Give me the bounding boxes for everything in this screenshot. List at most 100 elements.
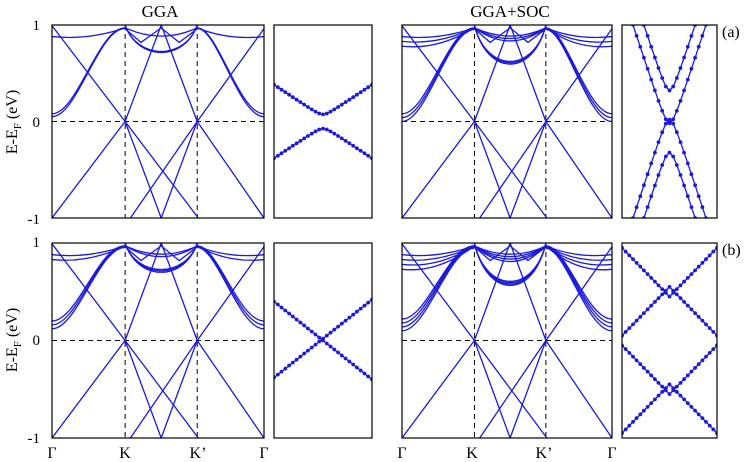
zoom-band-lower-mid-dot <box>689 369 694 374</box>
band-curve-zigzag <box>124 27 198 44</box>
zoom-band-upper <box>274 84 372 116</box>
zoom-band-upper-dot <box>290 95 295 100</box>
band-line <box>402 243 548 438</box>
zoom-band-2-dot <box>708 12 712 16</box>
zoom-band-top-dot <box>685 276 690 280</box>
p-a-soc-zoom-frame <box>621 24 718 219</box>
p-a-gga-frame <box>51 24 265 219</box>
zoom-band-crossing-1-dot <box>355 365 359 370</box>
ytick-a-top: 1 <box>33 18 41 34</box>
zoom-band-lower-dot <box>355 146 359 151</box>
zoom-bands <box>624 12 712 275</box>
zoom-band-3-dot <box>642 183 646 188</box>
zoom-band-top-dot <box>704 257 708 261</box>
zoom-band-crossing-2-dot <box>347 315 352 320</box>
zoom-band-top-dot <box>660 287 665 291</box>
zoom-band-crossing-1-dot <box>339 353 344 358</box>
zoom-band-upper-mid-dot <box>685 303 690 308</box>
zoom-band-bottom-dot <box>623 427 628 432</box>
zoom-band-upper-dot <box>347 97 352 102</box>
band-line <box>473 25 547 122</box>
band-curve-zigzag <box>474 27 547 44</box>
zoom-band-4-dot <box>704 249 708 253</box>
zoom-band-upper-dot <box>306 105 310 109</box>
zoom-band-bottom-dot <box>663 386 668 390</box>
ylabel-main: E-E <box>4 129 21 154</box>
zoom-band-upper-dot <box>351 95 356 100</box>
zoom-band-lower-mid <box>622 344 717 396</box>
zoom-band-upper-mid-dot <box>704 322 708 327</box>
zoom-band-4-dot <box>649 194 654 199</box>
zoom-band-bottom-dot <box>638 412 643 417</box>
zoom-band-crossing-1-dot <box>283 308 288 313</box>
zoom-band-1-dot <box>697 12 701 16</box>
zoom-band-crossing-2-dot <box>313 342 318 347</box>
zoom-band-bottom-dot <box>711 427 716 432</box>
ytick-b-top: 1 <box>33 235 41 251</box>
zoom-band-lower-dot <box>324 127 329 132</box>
band-line <box>473 243 547 341</box>
zoom-band-upper-mid-dot <box>667 285 672 289</box>
panel-b-gga-zoom <box>273 242 373 439</box>
panel-b-gga-soc <box>401 242 613 439</box>
panel-a-gga-soc <box>401 24 613 219</box>
zoom-band-upper-dot <box>283 90 288 95</box>
panel-a-gga <box>51 24 265 219</box>
band-curve <box>52 245 126 322</box>
zoom-band-crossing-2-dot <box>321 336 325 341</box>
zoom-band-1-dot <box>689 34 694 38</box>
zoom-band-top-dot <box>638 264 643 269</box>
band-lines <box>402 243 612 438</box>
band-line <box>52 243 199 438</box>
zoom-band-3-dot <box>656 140 661 145</box>
zoom-band-upper-mid-dot <box>707 326 712 330</box>
zoom-band-4-dot <box>624 271 628 275</box>
zoom-band-top-dot <box>667 294 672 299</box>
zoom-band-crossing-1-dot <box>313 332 318 337</box>
zoom-band-2-dot <box>649 77 654 82</box>
zoom-band-lower-mid-dot <box>685 373 690 378</box>
zoom-band-upper-mid-dot <box>660 292 665 297</box>
zoom-band-upper-mid-dot <box>645 307 650 312</box>
band-curve <box>473 25 547 62</box>
zoom-band-lower-mid-dot <box>682 377 686 381</box>
svg-text:E-EF (eV): E-EF (eV) <box>4 308 24 372</box>
zoom-band-upper-mid-dot <box>689 307 694 312</box>
zoom-band-crossing-1-dot <box>298 320 303 325</box>
xtick-kprime: K’ <box>190 445 207 462</box>
band-curve-flat <box>402 27 612 43</box>
zoom-band-3-dot <box>685 161 690 166</box>
zoom-band-4-dot <box>689 205 694 210</box>
zoom-band-3-dot <box>671 121 676 126</box>
zoom-band-1-dot <box>678 66 683 70</box>
zoom-band-lower-mid-dot <box>642 366 646 370</box>
p-b-gga-frame <box>51 242 265 439</box>
band-curve <box>197 246 264 330</box>
zoom-band-crossing-1-dot <box>351 362 356 367</box>
band-line <box>124 243 198 341</box>
zoom-band-crossing-2-dot <box>290 360 295 365</box>
zoom-band-lower-dot <box>347 141 352 146</box>
panel-label-b: (b) <box>722 242 741 259</box>
zoom-band-top-dot <box>623 249 628 254</box>
zoom-band-lower-dot <box>332 131 337 136</box>
zoom-band-crossing-1-dot <box>366 374 371 379</box>
zoom-band-upper-mid-dot <box>663 288 668 293</box>
zoom-band-lower-mid-dot <box>660 384 665 389</box>
zoom-band-lower-dot <box>306 134 310 138</box>
zoom-band-crossing-2-dot <box>294 357 299 362</box>
zoom-band-lower-mid-dot <box>674 384 679 389</box>
p-a-gga-zoom-frame <box>273 24 373 219</box>
zoom-band-2-dot <box>671 117 676 122</box>
zoom-band-1-dot <box>645 34 650 38</box>
band-curve <box>197 27 264 118</box>
zoom-band-crossing-1-dot <box>294 317 299 322</box>
xtick-gamma-1: Γ <box>47 445 56 462</box>
zoom-band-lower-dot <box>321 126 325 131</box>
zoom-band-3-dot <box>649 161 654 166</box>
zoom-band-top-dot <box>653 279 657 284</box>
zoom-band-4-dot <box>674 163 679 167</box>
panel-b-gga <box>51 242 265 439</box>
zoom-band-crossing-1-dot <box>290 314 295 319</box>
zoom-band-lower-dot <box>339 136 344 141</box>
